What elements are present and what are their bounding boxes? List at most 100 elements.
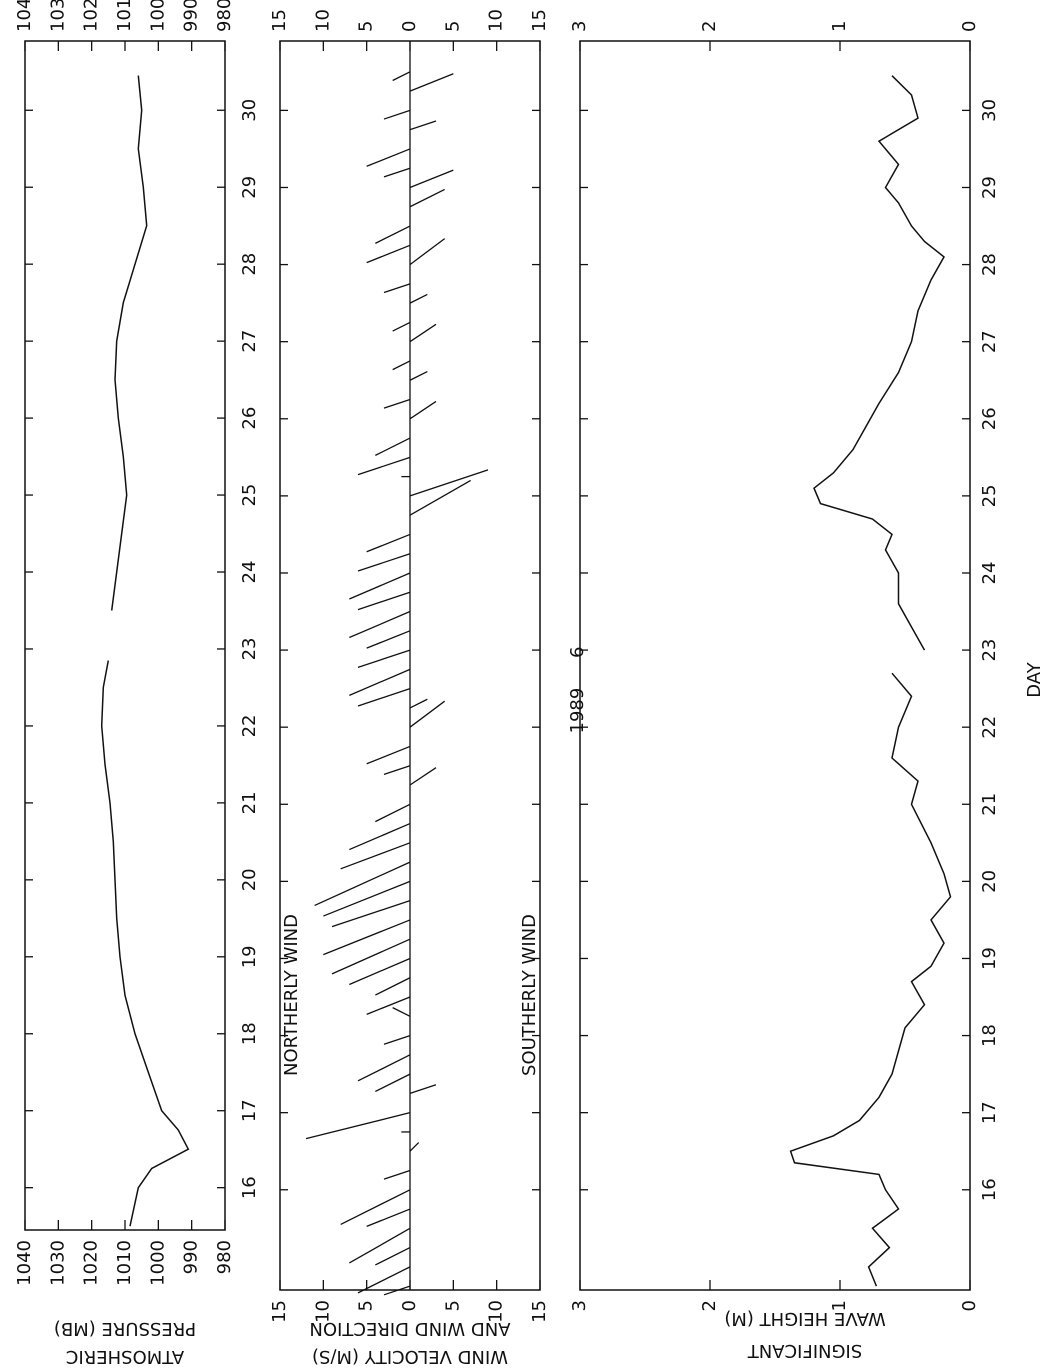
wind-stick [392, 360, 411, 371]
y-tick-label: 2 [699, 21, 720, 32]
y-tick-label: 15 [529, 9, 550, 32]
y-tick-label: 10 [486, 1300, 507, 1323]
y-tick-label: 1000 [147, 0, 168, 32]
wind-stick [331, 900, 411, 928]
wind-stick [409, 1142, 420, 1152]
y-tick-label: 990 [181, 1240, 202, 1274]
wind-stick [366, 533, 411, 553]
annotation: NORTHERLY WIND [281, 914, 302, 1076]
x-tick-label: 27 [979, 330, 1000, 353]
x-tick-label: 17 [979, 1101, 1000, 1124]
x-tick-label: 20 [239, 868, 260, 891]
wind-stick [357, 1054, 411, 1082]
y-tick-label: 0 [399, 21, 420, 32]
x-tick-label: 16 [239, 1176, 260, 1199]
wind-stick [409, 323, 437, 343]
wind-stick [349, 668, 411, 696]
wind-stick [357, 553, 411, 572]
x-tick-label: 28 [979, 253, 1000, 276]
axis-title: AND WIND DIRECTION [309, 1318, 510, 1339]
wind-stick [349, 822, 411, 851]
wind-stick [305, 1112, 411, 1140]
y-tick-label: 1040 [14, 1240, 35, 1286]
x-tick-label: 23 [979, 639, 1000, 662]
x-tick-label: 24 [979, 562, 1000, 585]
y-tick-label: 0 [959, 1300, 980, 1311]
y-tick-label: 15 [529, 1300, 550, 1323]
x-tick-label: 29 [979, 176, 1000, 199]
axis-title: SIGNIFICANT [747, 1340, 862, 1361]
axis-title: PRESSURE (MB) [54, 1318, 196, 1339]
wind-stick [340, 842, 411, 870]
wind-stick [375, 437, 411, 456]
wind-stick [366, 244, 411, 264]
wind-stick [349, 957, 411, 986]
wind-stick [357, 649, 411, 669]
y-tick-label: 5 [442, 1300, 463, 1311]
y-tick-label: 10 [312, 9, 333, 32]
wind-stick [366, 630, 411, 649]
y-tick-label: 1030 [47, 0, 68, 32]
x-tick-label: 25 [239, 484, 260, 507]
wind-stick [409, 188, 445, 208]
wind-stick [349, 572, 411, 600]
wind-stick [383, 1034, 411, 1045]
panel-frame [579, 40, 971, 1291]
wind-stick [375, 1073, 411, 1093]
wind-stick [349, 610, 411, 639]
y-tick-label: 1010 [114, 1240, 135, 1286]
axis-title: WIND VELOCITY (M/S) [312, 1346, 508, 1367]
wind-stick [314, 861, 411, 907]
x-tick-label: 18 [239, 1022, 260, 1045]
y-tick-label: 15 [269, 9, 290, 32]
wind-stick [357, 1266, 411, 1294]
y-tick-label: 15 [269, 1300, 290, 1323]
wind-stick [383, 398, 411, 409]
wind-stick [409, 73, 454, 92]
wind-stick [409, 479, 471, 516]
x-tick-label: 22 [979, 716, 1000, 739]
data-line [100, 75, 190, 1227]
data-line [789, 75, 952, 1287]
x-tick-label: 21 [239, 791, 260, 814]
wind-stick [409, 370, 428, 381]
y-tick-label: 0 [959, 21, 980, 32]
y-tick-label: 1 [829, 21, 850, 32]
y-tick-label: 10 [312, 1300, 333, 1323]
annotation: SOUTHERLY WIND [519, 914, 540, 1076]
wind-stick [383, 1285, 411, 1296]
y-tick-label: 1030 [47, 1240, 68, 1286]
x-tick-label: 21 [979, 793, 1000, 816]
wind-stick [357, 456, 411, 476]
wind-stick [392, 71, 411, 82]
y-tick-label: 3 [569, 1300, 590, 1311]
wind-stick [375, 1247, 411, 1266]
y-tick-label: 0 [399, 1300, 420, 1311]
wind-stick [409, 469, 489, 497]
wind-stick [383, 167, 411, 178]
wind-stick [409, 1084, 437, 1095]
y-tick-label: 1 [829, 1300, 850, 1311]
y-tick-label: 1020 [81, 0, 102, 32]
wind-stick [357, 591, 411, 611]
y-tick-label: 5 [356, 1300, 377, 1311]
axis-title: WAVE HEIGHT (M) [724, 1308, 885, 1329]
wind-stick [366, 996, 411, 1015]
wind-stick [375, 225, 411, 244]
wind-stick [409, 120, 437, 131]
x-tick-label: 25 [979, 484, 1000, 507]
x-tick-label: 30 [239, 99, 260, 122]
wind-stick [409, 400, 437, 420]
y-tick-label: 980 [214, 0, 235, 32]
y-tick-label: 990 [181, 0, 202, 32]
wind-stick [409, 700, 446, 728]
wind-stick [375, 977, 411, 996]
wind-stick [409, 238, 446, 266]
wind-stick [375, 803, 411, 823]
wind-stick [409, 169, 454, 189]
y-tick-label: 980 [214, 1240, 235, 1274]
wind-stick [323, 880, 411, 917]
wind-stick [331, 938, 411, 975]
wind-stick [340, 1189, 411, 1226]
x-tick-label: 19 [979, 947, 1000, 970]
